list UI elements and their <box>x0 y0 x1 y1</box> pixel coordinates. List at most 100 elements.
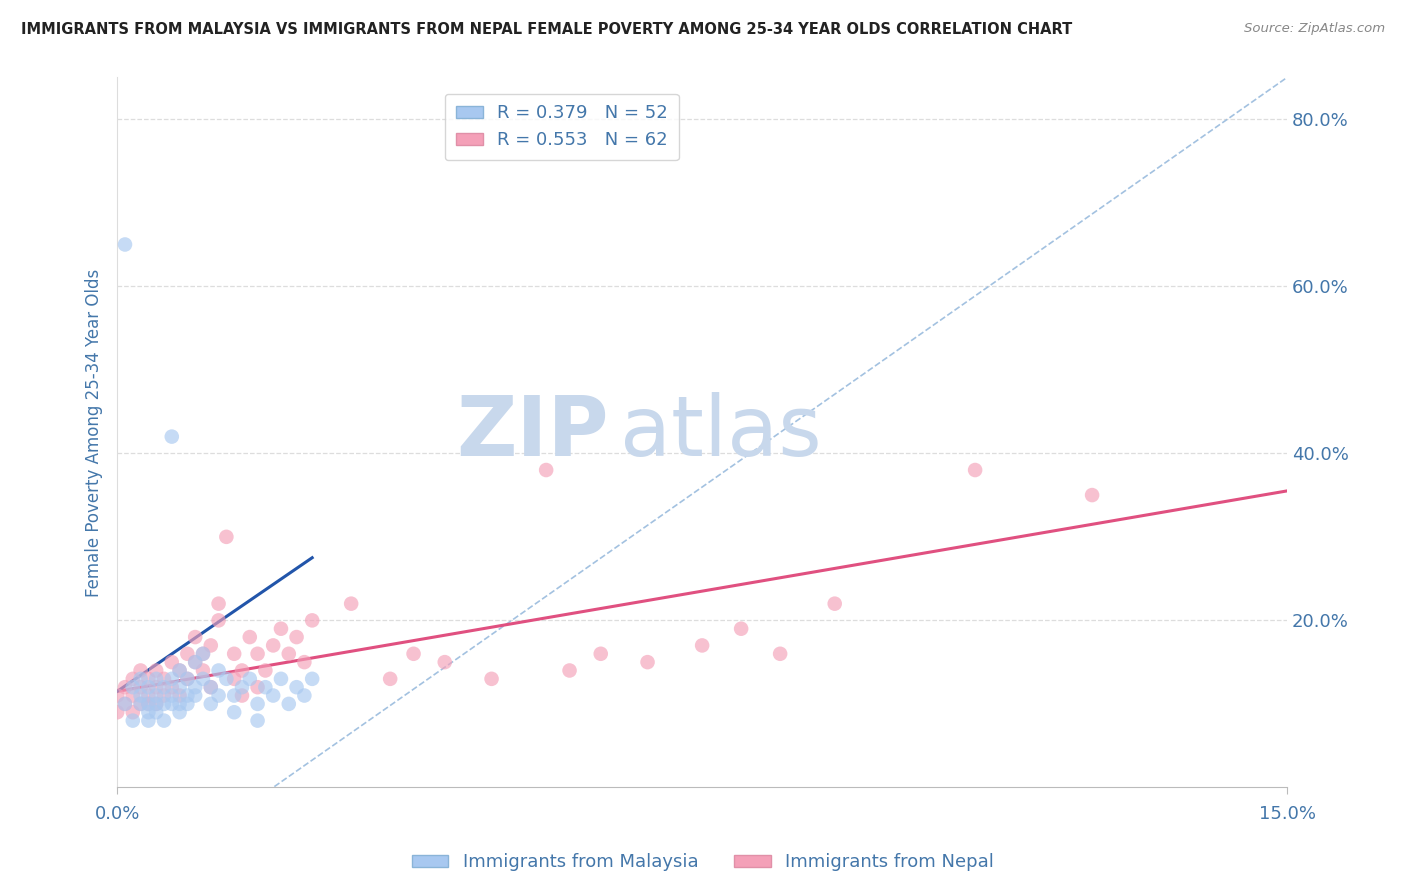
Point <box>169 664 191 678</box>
Point <box>160 680 183 694</box>
Point <box>231 680 253 694</box>
Point <box>184 680 207 694</box>
Point <box>215 672 238 686</box>
Point <box>145 672 167 686</box>
Point <box>184 655 207 669</box>
Point <box>121 705 143 719</box>
Point <box>207 597 229 611</box>
Point <box>534 463 557 477</box>
Point <box>138 689 160 703</box>
Point <box>138 714 160 728</box>
Point <box>138 672 160 686</box>
Point <box>184 655 207 669</box>
Point <box>270 672 292 686</box>
Legend: R = 0.379   N = 52, R = 0.553   N = 62: R = 0.379 N = 52, R = 0.553 N = 62 <box>444 94 679 161</box>
Point <box>153 714 176 728</box>
Point <box>169 664 191 678</box>
Point <box>277 697 299 711</box>
Point <box>292 689 315 703</box>
Point <box>121 714 143 728</box>
Point <box>246 697 269 711</box>
Point <box>169 680 191 694</box>
Legend: Immigrants from Malaysia, Immigrants from Nepal: Immigrants from Malaysia, Immigrants fro… <box>405 847 1001 879</box>
Point <box>129 697 152 711</box>
Point <box>340 597 363 611</box>
Point <box>184 630 207 644</box>
Text: Source: ZipAtlas.com: Source: ZipAtlas.com <box>1244 22 1385 36</box>
Point <box>200 680 222 694</box>
Point <box>558 664 581 678</box>
Point <box>114 237 136 252</box>
Point <box>145 689 167 703</box>
Text: IMMIGRANTS FROM MALAYSIA VS IMMIGRANTS FROM NEPAL FEMALE POVERTY AMONG 25-34 YEA: IMMIGRANTS FROM MALAYSIA VS IMMIGRANTS F… <box>21 22 1073 37</box>
Y-axis label: Female Poverty Among 25-34 Year Olds: Female Poverty Among 25-34 Year Olds <box>86 268 103 597</box>
Point <box>200 639 222 653</box>
Point <box>129 680 152 694</box>
Point <box>433 655 456 669</box>
Point <box>145 664 167 678</box>
Point <box>160 672 183 686</box>
Point <box>690 639 713 653</box>
Point <box>169 689 191 703</box>
Point <box>246 680 269 694</box>
Point <box>277 647 299 661</box>
Point <box>169 705 191 719</box>
Point <box>160 689 183 703</box>
Point <box>246 647 269 661</box>
Point <box>160 429 183 443</box>
Point <box>138 697 160 711</box>
Point <box>105 689 128 703</box>
Point <box>160 655 183 669</box>
Point <box>207 664 229 678</box>
Point <box>637 655 659 669</box>
Point <box>262 689 284 703</box>
Point <box>145 697 167 711</box>
Point <box>176 689 198 703</box>
Point <box>169 697 191 711</box>
Point <box>145 705 167 719</box>
Point <box>224 672 246 686</box>
Point <box>481 672 503 686</box>
Point <box>129 697 152 711</box>
Point <box>292 655 315 669</box>
Point <box>191 672 214 686</box>
Point <box>224 705 246 719</box>
Point <box>285 680 308 694</box>
Point <box>191 647 214 661</box>
Point <box>129 664 152 678</box>
Point <box>121 689 143 703</box>
Point <box>176 672 198 686</box>
Point <box>129 672 152 686</box>
Point <box>114 697 136 711</box>
Point <box>191 664 214 678</box>
Point <box>215 530 238 544</box>
Point <box>138 705 160 719</box>
Point <box>184 689 207 703</box>
Point <box>824 597 846 611</box>
Point <box>589 647 612 661</box>
Point <box>153 689 176 703</box>
Point <box>153 697 176 711</box>
Point <box>301 613 323 627</box>
Point <box>129 689 152 703</box>
Point <box>207 689 229 703</box>
Point <box>231 689 253 703</box>
Point <box>153 672 176 686</box>
Point <box>191 647 214 661</box>
Point <box>114 697 136 711</box>
Point <box>138 680 160 694</box>
Point <box>200 697 222 711</box>
Point <box>145 697 167 711</box>
Point <box>176 647 198 661</box>
Point <box>207 613 229 627</box>
Point <box>224 689 246 703</box>
Point <box>239 630 262 644</box>
Point <box>176 697 198 711</box>
Point <box>402 647 425 661</box>
Point <box>153 680 176 694</box>
Point <box>231 664 253 678</box>
Point <box>965 463 987 477</box>
Point <box>160 697 183 711</box>
Point <box>1081 488 1104 502</box>
Point <box>239 672 262 686</box>
